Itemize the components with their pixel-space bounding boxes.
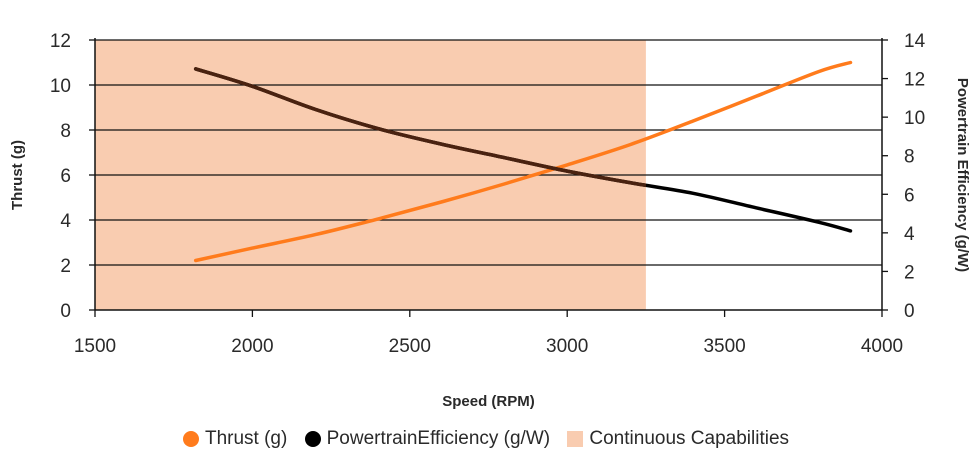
y-left-axis-title: Thrust (g) [9,140,26,210]
legend-label-thrust: Thrust (g) [204,428,288,449]
y-right-tick-label: 10 [904,108,925,129]
x-tick-label: 3500 [703,336,745,357]
x-tick-label: 3000 [546,336,588,357]
legend-label-efficiency: PowertrainEfficiency (g/W) [326,428,551,449]
y-right-tick-label: 6 [904,185,915,206]
y-right-tick-label: 14 [904,31,926,52]
y-left-tick-label: 2 [60,256,71,277]
legend-item-region: Continuous Capabilities [567,428,789,450]
y-right-axis-title: Powertrain Efficiency (g/W) [954,78,971,272]
thrust-swatch [182,431,199,447]
y-right-tick-label: 12 [904,70,925,91]
x-tick-label: 1500 [74,336,116,357]
y-left-tick-label: 4 [60,211,71,232]
y-right-tick-label: 0 [904,301,915,322]
y-right-tick-label: 8 [904,147,915,168]
region-swatch [567,431,584,447]
y-right-tick-label: 4 [904,224,915,245]
x-tick-label: 4000 [861,336,903,357]
chart-legend: Thrust (g) PowertrainEfficiency (g/W) Co… [0,428,972,453]
legend-label-region: Continuous Capabilities [589,428,790,449]
x-tick-label: 2500 [389,336,431,357]
efficiency-line-in-region [193,67,646,188]
y-left-tick-label: 0 [60,301,71,322]
y-left-tick-label: 6 [60,166,71,187]
thrust-line [193,60,853,263]
legend-item-thrust: Thrust (g) [182,428,288,450]
y-left-tick-label: 10 [50,76,71,97]
legend-item-efficiency: PowertrainEfficiency (g/W) [304,428,551,450]
y-left-tick-label: 12 [50,31,71,52]
x-tick-label: 2000 [231,336,273,357]
efficiency-swatch [304,431,321,447]
y-left-tick-label: 8 [60,121,71,142]
x-axis-title: Speed (RPM) [442,393,535,410]
y-right-tick-label: 2 [904,262,915,283]
